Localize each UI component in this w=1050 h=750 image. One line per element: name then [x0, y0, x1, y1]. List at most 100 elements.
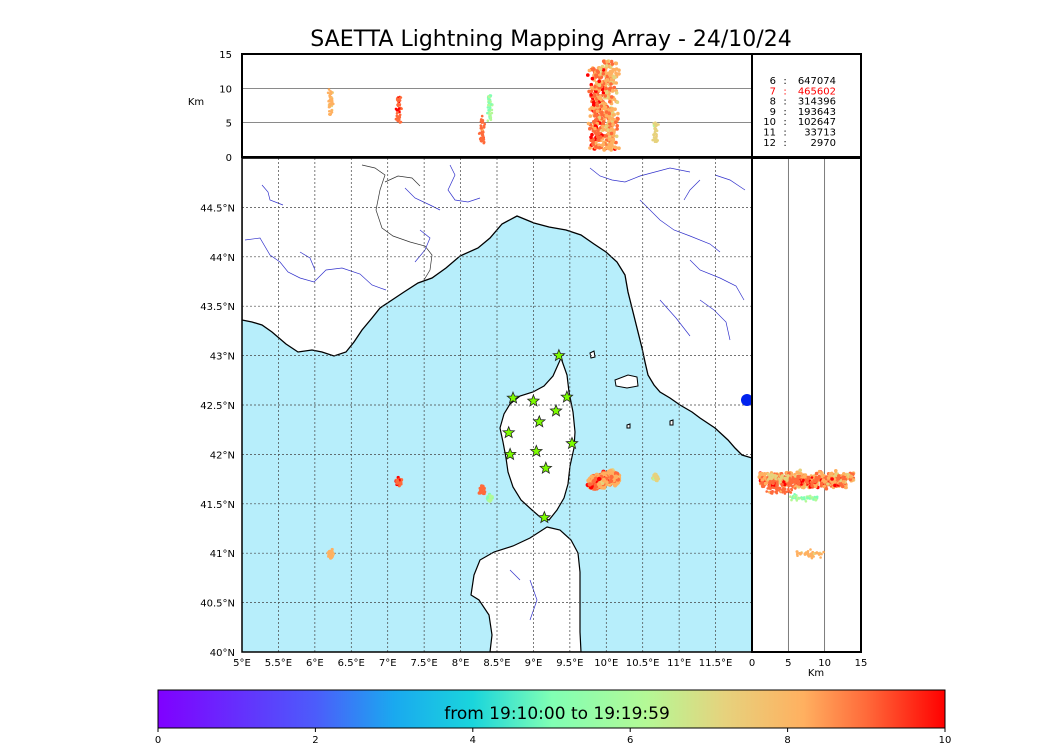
- lightning-source-altitude: [482, 140, 486, 144]
- lightning-source-latitude: [789, 495, 792, 499]
- lightning-source-latitude: [786, 479, 789, 482]
- lightning-source-altitude: [328, 105, 331, 109]
- lightning-source-altitude: [590, 76, 595, 81]
- lightning-source-altitude: [594, 131, 598, 135]
- lightning-source: [489, 495, 493, 499]
- lightning-source-altitude: [396, 111, 399, 114]
- lightning-source-latitude: [838, 482, 842, 486]
- lon-tick-label: 7°E: [379, 658, 397, 669]
- lat-tick-label: 42.5°N: [200, 401, 235, 412]
- lightning-source-latitude: [842, 472, 846, 476]
- lightning-source-latitude: [777, 477, 780, 480]
- colorbar-tick-label: 8: [784, 735, 790, 746]
- lightning-source-altitude: [597, 143, 601, 147]
- alt-tick-label: 10: [818, 658, 831, 669]
- lightning-source-latitude: [768, 481, 772, 485]
- lightning-source-latitude: [815, 495, 819, 499]
- lightning-source-altitude: [594, 145, 598, 149]
- lightning-source-altitude: [488, 106, 492, 109]
- lightning-source-altitude: [616, 111, 620, 116]
- capraia-island: [589, 350, 596, 359]
- lightning-source-altitude: [608, 99, 612, 104]
- lightning-source-altitude: [602, 147, 606, 152]
- lightning-source-altitude: [611, 113, 616, 117]
- lightning-source-altitude: [610, 95, 614, 99]
- lightning-source-altitude: [651, 138, 654, 142]
- lightning-source-altitude: [591, 103, 596, 107]
- count-level: 10: [763, 117, 776, 128]
- lightning-source-altitude: [600, 113, 604, 117]
- lightning-source-latitude: [763, 481, 768, 486]
- blue-marker: [741, 394, 752, 406]
- lightning-source-latitude: [787, 484, 790, 488]
- lon-tick-label: 8.5°E: [483, 658, 510, 669]
- lightning-source-altitude: [595, 135, 600, 139]
- count-separator: :: [783, 117, 786, 128]
- lon-tick-label: 9.5°E: [556, 658, 583, 669]
- lightning-source-latitude: [793, 493, 796, 496]
- count-separator: :: [783, 76, 786, 87]
- lightning-source-latitude: [772, 486, 776, 490]
- counts-panel: 6: 647074 7: 465602 8: 314396 9: 193643 10: 10264…: [751, 53, 862, 158]
- lightning-source-latitude: [774, 477, 777, 481]
- lightning-source-latitude: [766, 472, 770, 476]
- lightning-source-altitude: [328, 94, 331, 97]
- lightning-source-altitude: [594, 140, 598, 145]
- lightning-source-latitude: [821, 478, 826, 483]
- lightning-source-latitude: [803, 553, 807, 556]
- lightning-source-altitude: [605, 60, 609, 64]
- lat-tick-label: 43.5°N: [200, 302, 235, 313]
- lightning-source-altitude: [617, 146, 621, 150]
- lightning-source-altitude: [609, 126, 614, 131]
- lightning-source-altitude: [615, 100, 620, 104]
- lightning-source-latitude: [778, 479, 781, 482]
- lightning-source-altitude: [610, 143, 614, 147]
- lightning-source: [481, 486, 485, 490]
- lightning-source-altitude: [489, 118, 493, 121]
- lightning-source-altitude: [614, 91, 619, 95]
- lightning-source-altitude: [331, 102, 334, 106]
- lightning-source-latitude: [762, 476, 767, 480]
- elba-island: [614, 374, 639, 389]
- lightning-source: [597, 476, 602, 482]
- lightning-source-latitude: [780, 482, 784, 487]
- station-marker: [560, 390, 574, 403]
- lightning-source-altitude: [603, 94, 607, 98]
- count-separator: :: [783, 138, 786, 149]
- lightning-source-altitude: [480, 114, 484, 118]
- lightning-source-altitude: [602, 127, 606, 132]
- country-border: [384, 175, 421, 187]
- lightning-source-latitude: [813, 480, 817, 484]
- lightning-source-altitude: [607, 119, 611, 123]
- lightning-source-altitude: [586, 121, 591, 126]
- lightning-source-altitude: [593, 126, 597, 131]
- lightning-source-altitude: [327, 88, 331, 91]
- lightning-source-latitude: [790, 488, 794, 492]
- lat-tick-label: 44.5°N: [200, 203, 235, 214]
- lightning-source-altitude: [616, 117, 620, 121]
- lightning-source-altitude: [487, 108, 490, 112]
- altitude-gridlines: [242, 87, 752, 124]
- count-level: 9: [770, 107, 776, 118]
- lightning-source-altitude: [615, 127, 619, 131]
- lightning-source-altitude: [487, 97, 491, 101]
- lightning-source-latitude: [820, 473, 824, 477]
- lightning-source-altitude: [599, 104, 604, 108]
- lightning-source-latitude: [781, 488, 784, 492]
- count-separator: :: [783, 86, 786, 97]
- lightning-source-altitude: [613, 75, 617, 80]
- lightning-source-latitude: [809, 480, 813, 484]
- islet: [626, 423, 631, 429]
- lightning-source-altitude: [607, 87, 612, 91]
- lightning-source-altitude: [490, 111, 494, 115]
- lightning-source-altitude: [590, 105, 594, 110]
- lightning-source-latitude: [767, 477, 771, 481]
- lightning-source-altitude: [654, 137, 658, 140]
- lightning-source-latitude: [775, 483, 779, 487]
- lon-tick-label: 9°E: [525, 658, 543, 669]
- lightning-source-altitude: [655, 133, 658, 136]
- lightning-source-latitude: [826, 476, 831, 480]
- lightning-source: [396, 481, 400, 485]
- lightning-source-altitude: [591, 100, 596, 105]
- station-marker: [501, 425, 516, 439]
